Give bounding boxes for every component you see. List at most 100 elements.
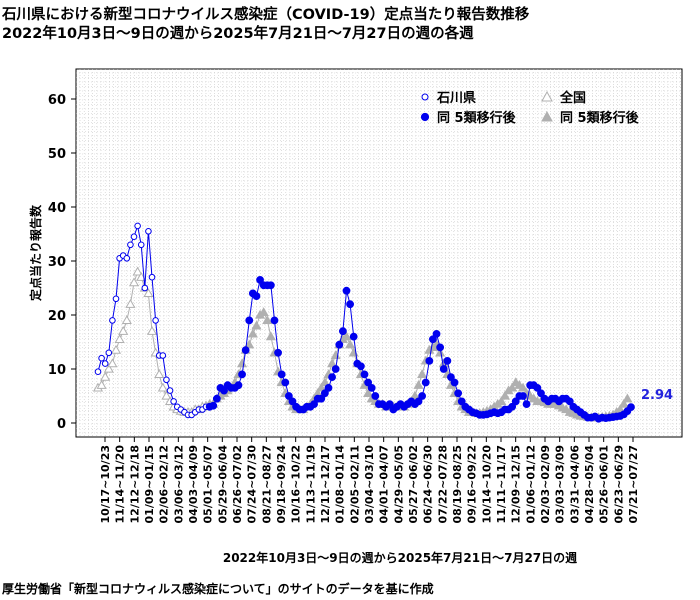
x-tick-label: 07/22~07/28 [436,445,449,523]
national-point-post [507,382,518,392]
x-tick-label: 03/06~03/12 [172,445,185,523]
ishikawa-point [159,352,167,359]
x-tick-label: 10/14~10/20 [480,445,493,524]
ishikawa-point-post [238,370,246,379]
ishikawa-point-post [241,346,250,355]
ishikawa-point [112,295,120,303]
ishikawa-point-post [335,340,344,349]
x-tick-label: 07/21~07/27 [627,445,640,523]
national-point-post [341,331,352,341]
national-point [100,371,111,381]
ishikawa-point-post [385,400,394,409]
ishikawa-point-post [522,400,531,409]
x-tick-label: 10/17~10/23 [99,445,112,523]
y-tick-label: 40 [48,201,66,216]
ishikawa-point-post [454,389,463,398]
ishikawa-point-post [252,292,261,301]
ishikawa-point-post [457,397,466,406]
national-point-post [345,339,356,349]
national-point [114,334,125,343]
legend-national-marker [541,90,553,102]
y-tick-label: 20 [48,309,66,324]
national-point-post [409,390,420,400]
ishikawa-point [123,254,131,262]
national-point [154,369,165,379]
x-tick-label: 01/06~01/12 [524,445,537,523]
ishikawa-point-post [266,281,275,290]
x-tick-label: 12/09~12/15 [510,445,523,523]
ishikawa-point-post [450,378,459,387]
x-tick-label: 04/29~05/05 [392,445,405,523]
x-tick-label: 06/26~07/02 [231,445,244,523]
ishikawa-point-post [310,400,318,409]
x-tick-label: 05/01~05/07 [202,445,215,523]
last-value-label: 2.94 [641,388,673,403]
national-point-post [247,328,258,338]
ishikawa-point-post [537,389,545,398]
ishikawa-point [148,273,156,281]
national-point-post [258,307,269,316]
ishikawa-point-post [443,357,452,365]
x-tick-label: 11/14~11/20 [114,445,127,524]
national-point-post [413,379,424,389]
x-tick-label: 06/23~06/29 [612,445,625,523]
ishikawa-point [94,368,102,376]
national-point [157,382,168,392]
ishikawa-point-post [364,378,373,387]
ishikawa-point-post [212,394,221,403]
ishikawa-point [109,317,116,324]
ishikawa-point [127,241,134,249]
chart-title-line1: 石川県における新型コロナウイルス感染症（COVID-19）定点当たり報告数推移 [2,7,530,23]
ishikawa-point [98,354,105,362]
x-tick-label: 04/03~04/09 [187,445,200,523]
x-tick-label: 03/04~03/10 [363,445,376,524]
ishikawa-point-post [284,392,293,400]
ishikawa-point-post [338,327,347,336]
legend-national-post-label: 同 5類移行後 [560,110,640,126]
national-point [110,344,122,354]
y-tick-label: 50 [48,147,66,162]
ishikawa-point-post [439,365,448,373]
national-point-post [499,390,511,400]
ishikawa-point-post [418,392,427,400]
x-tick-label: 02/03~02/09 [539,445,552,523]
ishikawa-point [170,398,177,405]
ishikawa-point [101,360,109,367]
ishikawa-point-post [256,276,264,284]
ishikawa-point [137,241,145,249]
ishikawa-point-post [328,373,336,382]
national-point-post [251,320,262,330]
national-point-post [319,377,330,387]
ishikawa-point-post [245,316,254,325]
national-point [136,271,147,281]
national-point [132,266,143,276]
x-tick-label: 05/27~06/02 [407,445,420,523]
ishikawa-point-post [565,397,574,406]
x-tick-label: 09/18~09/24 [275,445,288,524]
national-point-post [316,382,327,392]
ishikawa-point-post [281,378,290,387]
national-point [128,277,140,287]
x-tick-label: 11/11~11/17 [495,445,508,523]
national-point [118,325,129,335]
national-point-post [265,331,276,341]
x-tick-label: 02/06~02/12 [158,445,171,523]
national-point-post [327,358,338,368]
national-point-post [417,369,428,379]
ishikawa-point-post [627,403,635,412]
ishikawa-point-post [511,397,520,406]
x-axis-label: 2022年10月3日～9日の週から2025年7月21日～7月27日の週 [222,551,578,565]
ishikawa-point-post [367,384,376,392]
ishikawa-point-post [274,348,282,357]
x-tick-label: 08/19~08/25 [451,445,464,523]
ishikawa-point-post [436,343,445,352]
ishikawa-point-post [349,332,358,341]
legend-national-label: 全国 [559,90,586,106]
ishikawa-point-post [346,300,354,309]
x-tick-label: 01/09~01/15 [143,445,156,523]
legend-national-post-marker [541,110,553,122]
ishikawa-point [141,284,149,292]
ishikawa-point [152,317,159,324]
ishikawa-point [105,349,113,357]
